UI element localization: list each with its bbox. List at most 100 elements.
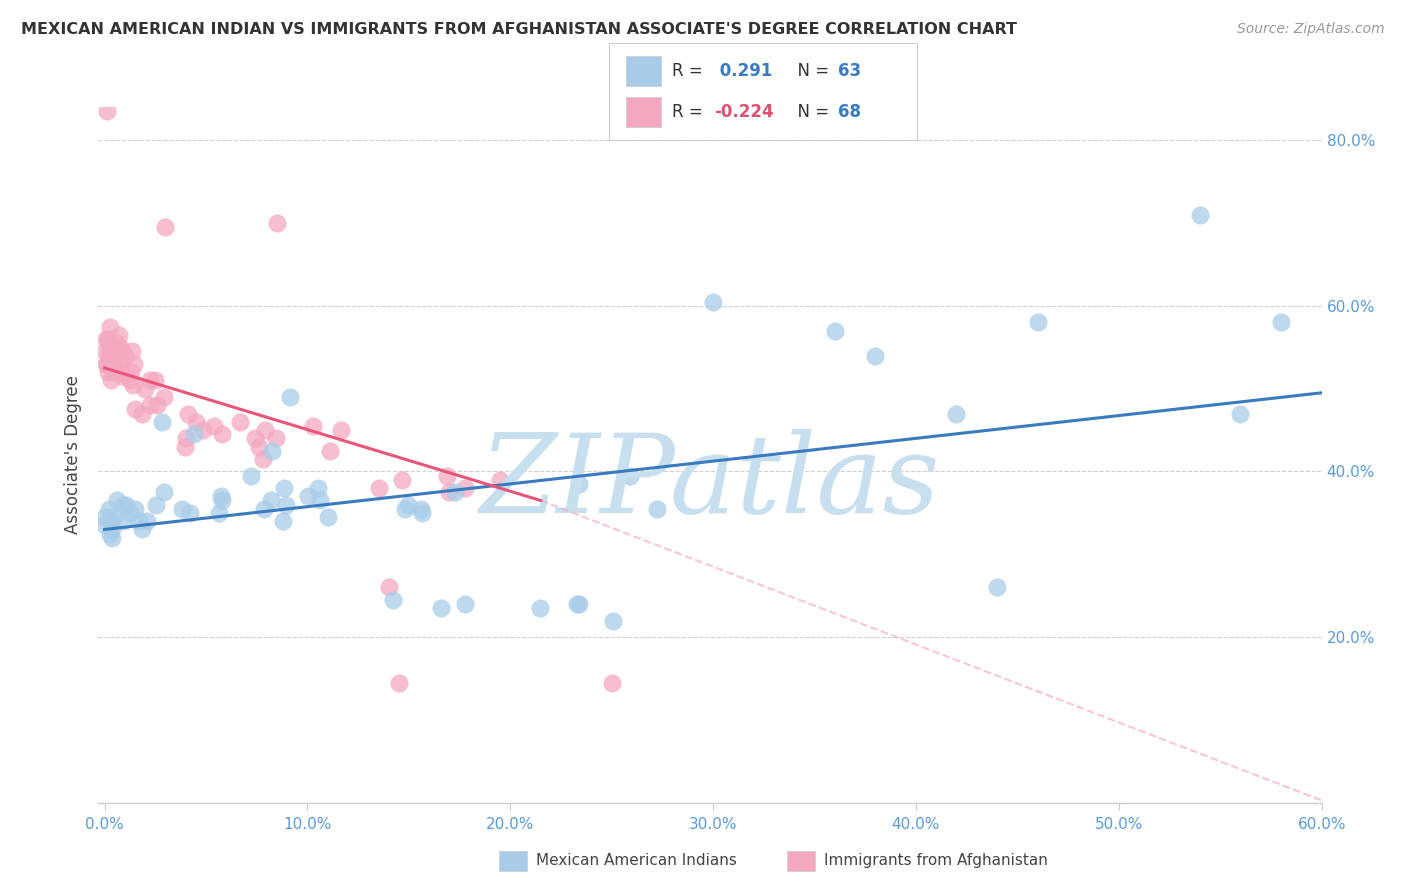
Point <box>329 423 352 437</box>
Point <box>96 357 118 371</box>
Point <box>128 514 150 528</box>
Point <box>138 373 160 387</box>
Point <box>319 443 342 458</box>
Text: 0.291: 0.291 <box>714 62 773 79</box>
Text: 68: 68 <box>838 103 860 121</box>
Y-axis label: Associate's Degree: Associate's Degree <box>65 376 83 534</box>
Point <box>111 369 134 384</box>
Point <box>381 592 404 607</box>
Point <box>1188 208 1211 222</box>
Point <box>152 485 174 500</box>
Point <box>253 501 276 516</box>
Point <box>101 352 124 367</box>
Point <box>107 336 129 351</box>
Point <box>110 340 132 354</box>
Point <box>308 493 330 508</box>
Point <box>266 216 288 230</box>
Point <box>377 581 399 595</box>
Point <box>391 473 413 487</box>
Point <box>96 357 118 371</box>
Point <box>253 423 276 437</box>
Point <box>103 357 125 371</box>
Point <box>208 506 231 520</box>
Point <box>118 506 141 520</box>
Point <box>702 294 724 309</box>
Point <box>945 407 967 421</box>
Point <box>186 415 208 429</box>
Point <box>274 498 297 512</box>
Point <box>367 481 389 495</box>
Point <box>170 501 193 516</box>
Point <box>174 440 197 454</box>
Point <box>139 398 162 412</box>
Point <box>150 415 173 429</box>
Text: R =: R = <box>672 62 709 79</box>
Point <box>243 431 266 445</box>
Point <box>110 365 132 379</box>
Point <box>260 443 283 458</box>
Point <box>454 481 477 495</box>
Point <box>145 398 167 412</box>
Point <box>567 597 589 611</box>
Point <box>94 518 117 533</box>
Point <box>302 419 325 434</box>
Point <box>278 390 301 404</box>
Point <box>430 601 453 615</box>
Point <box>437 485 460 500</box>
Point <box>436 468 458 483</box>
Point <box>101 531 124 545</box>
Point <box>271 514 294 528</box>
Point <box>396 498 419 512</box>
Point <box>118 373 141 387</box>
Point <box>103 365 125 379</box>
Point <box>122 357 145 371</box>
Point <box>647 501 669 516</box>
Point <box>1229 407 1251 421</box>
Point <box>100 344 122 359</box>
Point <box>602 614 624 628</box>
Point <box>97 365 120 379</box>
Point <box>266 431 288 445</box>
Point <box>183 427 205 442</box>
Point <box>110 357 132 371</box>
Point <box>98 526 121 541</box>
Point <box>124 501 146 516</box>
Point <box>986 581 1008 595</box>
Point <box>98 514 121 528</box>
Point <box>191 423 214 437</box>
Point <box>865 349 887 363</box>
Point <box>316 510 339 524</box>
Point <box>94 510 117 524</box>
Point <box>115 498 138 512</box>
Text: MEXICAN AMERICAN INDIAN VS IMMIGRANTS FROM AFGHANISTAN ASSOCIATE'S DEGREE CORREL: MEXICAN AMERICAN INDIAN VS IMMIGRANTS FR… <box>21 22 1017 37</box>
Text: 63: 63 <box>838 62 860 79</box>
Point <box>112 514 135 528</box>
Text: Source: ZipAtlas.com: Source: ZipAtlas.com <box>1237 22 1385 37</box>
Point <box>155 220 177 235</box>
Point <box>114 349 136 363</box>
Text: N =: N = <box>787 62 835 79</box>
Point <box>619 468 641 483</box>
Point <box>101 523 124 537</box>
Point <box>209 489 232 503</box>
Point <box>411 501 433 516</box>
Point <box>177 407 200 421</box>
Point <box>131 523 153 537</box>
Point <box>568 476 591 491</box>
Point <box>98 352 121 367</box>
Point <box>240 468 263 483</box>
Point <box>229 415 252 429</box>
Point <box>100 344 122 359</box>
Point <box>97 336 120 351</box>
Text: Mexican American Indians: Mexican American Indians <box>536 854 737 868</box>
Point <box>252 452 274 467</box>
Point <box>488 473 510 487</box>
Text: Immigrants from Afghanistan: Immigrants from Afghanistan <box>824 854 1047 868</box>
Point <box>105 493 128 508</box>
Point <box>260 493 283 508</box>
Text: N =: N = <box>787 103 835 121</box>
Point <box>568 597 591 611</box>
Point <box>108 327 131 342</box>
Point <box>307 481 329 495</box>
Point <box>204 419 226 434</box>
